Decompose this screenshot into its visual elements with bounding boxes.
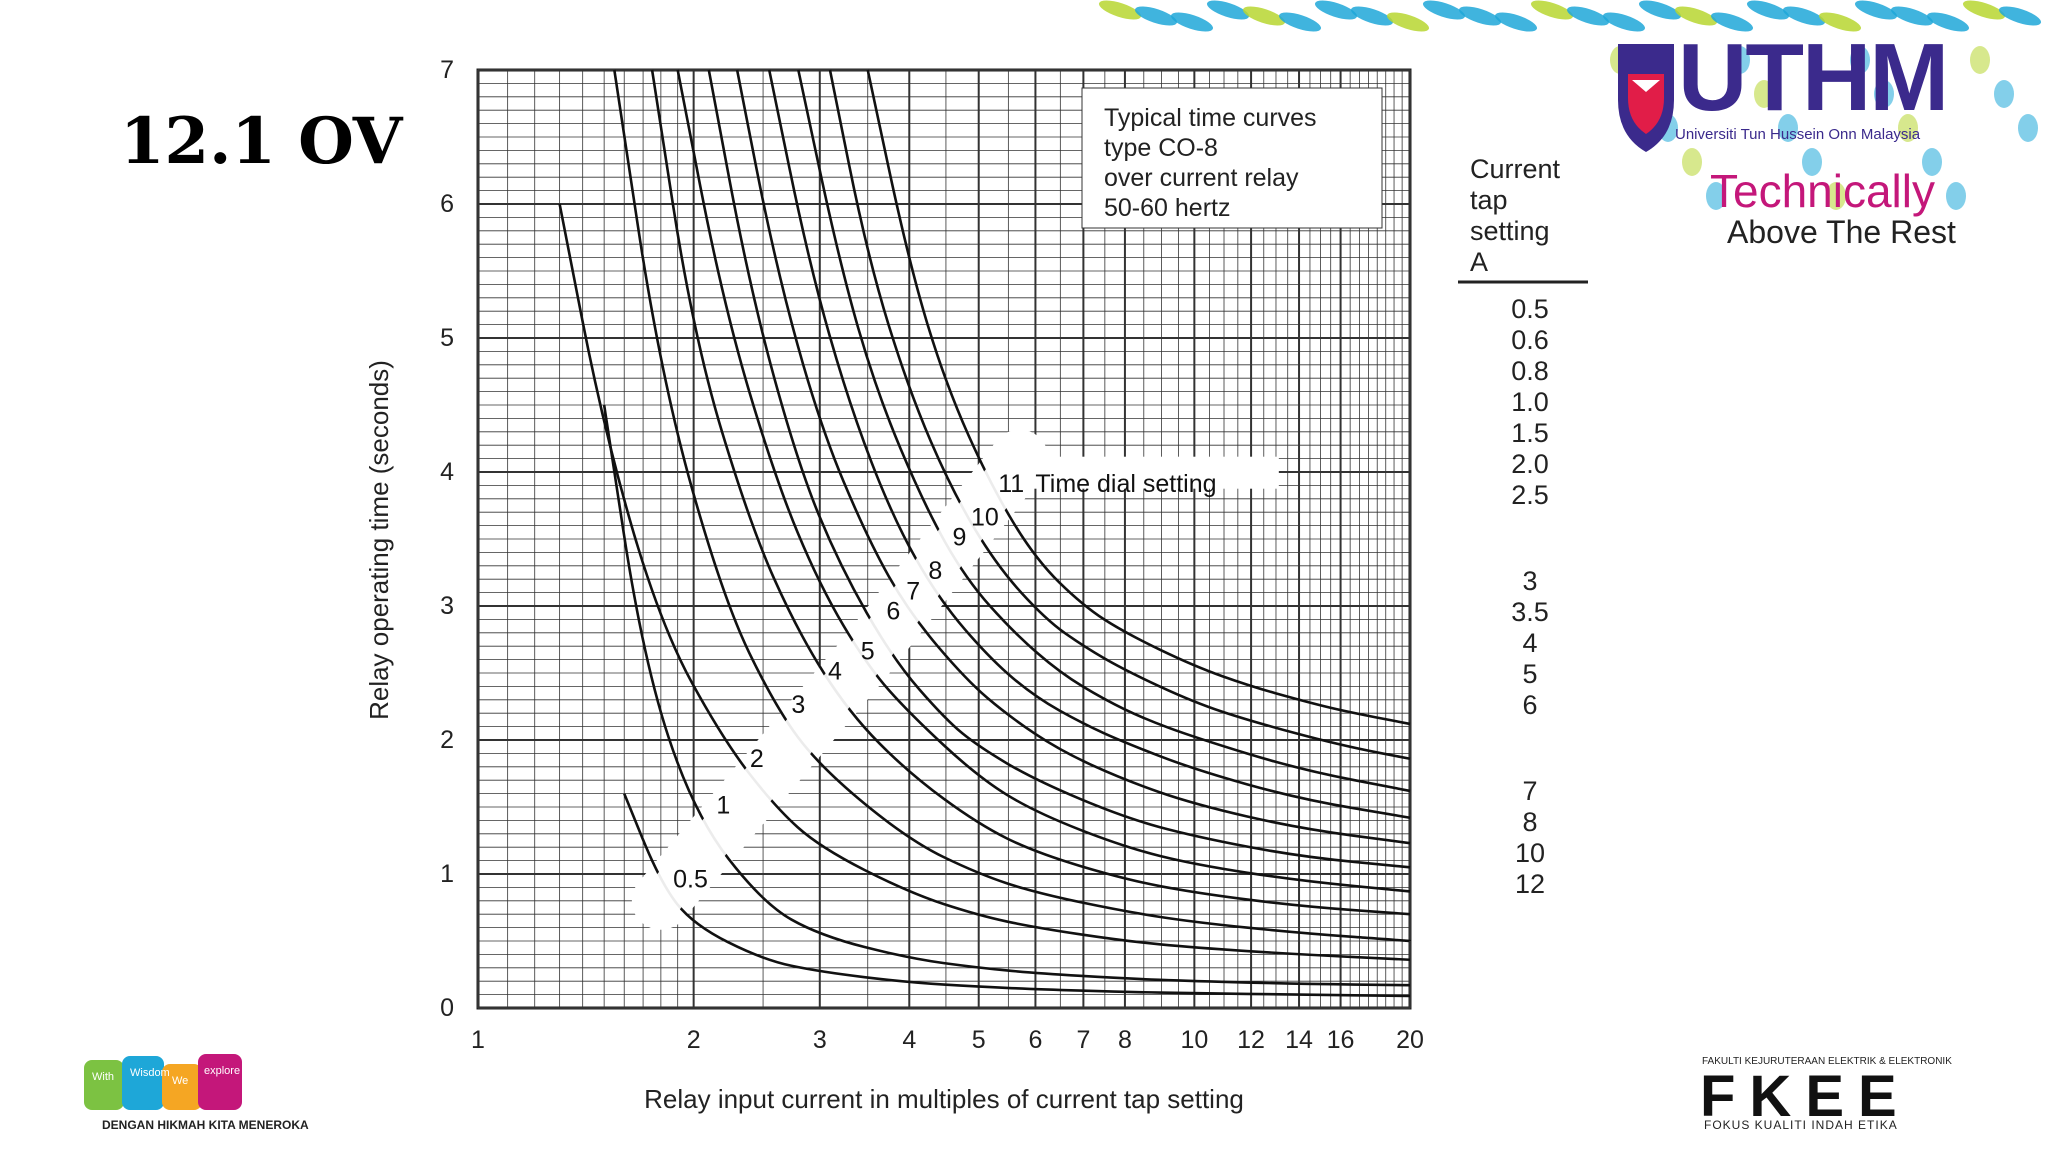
curve-label-0.5: 0.5 — [673, 865, 708, 893]
curve-label-10: 10 — [971, 504, 999, 532]
tap-legend-item: 10 — [1515, 838, 1545, 868]
x-tick-label: 10 — [1180, 1026, 1208, 1054]
curve-label-2: 2 — [750, 745, 764, 773]
curve-td-4 — [650, 69, 1411, 916]
wwwe-tagline: DENGAN HIKMAH KITA MENEROKA — [102, 1118, 309, 1132]
y-tick-label: 5 — [440, 324, 454, 352]
y-tick-label: 1 — [440, 860, 454, 888]
wwe-word-4: explore — [204, 1065, 240, 1077]
y-tick-label: 2 — [440, 726, 454, 754]
tap-legend-item: 2.5 — [1511, 480, 1549, 510]
x-tick-label: 4 — [902, 1026, 916, 1054]
y-tick-label: 3 — [440, 592, 454, 620]
curve-td-8 — [767, 69, 1411, 820]
tagline-technically: Technically — [1710, 165, 1935, 217]
curve-td-1 — [602, 404, 1411, 987]
annotation-box — [1081, 87, 1383, 229]
y-tick-label: 7 — [440, 56, 454, 84]
uthm-shield-icon — [1618, 44, 1674, 152]
x-tick-label: 8 — [1118, 1026, 1132, 1054]
x-axis-title: Relay input current in multiples of curr… — [644, 1084, 1244, 1114]
tap-legend-item: 0.8 — [1511, 356, 1549, 386]
tap-legend-title-line: A — [1470, 247, 1488, 277]
annotation-line: type CO-8 — [1104, 134, 1218, 162]
curve-label-7: 7 — [906, 577, 920, 605]
tap-legend-item: 8 — [1522, 807, 1537, 837]
curve-td-7 — [735, 69, 1411, 845]
slide-title: 12.1 OV — [120, 104, 403, 179]
decorative-waves — [1098, 0, 2042, 210]
wwe-word-1: With — [92, 1071, 114, 1083]
x-tick-label: 3 — [813, 1026, 827, 1054]
curve-label-4: 4 — [828, 658, 842, 686]
y-tick-label: 0 — [440, 994, 454, 1022]
x-tick-label: 1 — [471, 1026, 485, 1054]
curve-label-6: 6 — [886, 597, 900, 625]
tap-legend-title-line: setting — [1470, 216, 1550, 246]
label-band-top — [640, 438, 1040, 921]
uthm-wordmark: UTHM — [1678, 24, 1949, 131]
tap-legend-item: 4 — [1522, 628, 1537, 658]
wwwe-logo: With Wisdom We explore — [84, 1054, 242, 1110]
curve-td-6 — [707, 69, 1411, 869]
x-tick-label: 14 — [1285, 1026, 1313, 1054]
tap-legend-title-line: Current — [1470, 154, 1561, 184]
curve-label-3: 3 — [791, 691, 805, 719]
curve-label-8: 8 — [928, 557, 942, 585]
annotation-line: Typical time curves — [1104, 104, 1317, 132]
uthm-subtitle: Universiti Tun Hussein Onn Malaysia — [1675, 126, 1921, 143]
curve-td-11 — [866, 69, 1411, 726]
tap-legend-item: 7 — [1522, 776, 1537, 806]
wwe-word-2: Wisdom — [130, 1067, 170, 1079]
x-tick-label: 7 — [1076, 1026, 1090, 1054]
tap-legend-item: 3 — [1522, 566, 1537, 596]
x-tick-label: 20 — [1396, 1026, 1424, 1054]
tap-legend-item: 0.6 — [1511, 325, 1549, 355]
tap-legend-item: 1.5 — [1511, 418, 1549, 448]
annotation-line: 50-60 hertz — [1104, 194, 1230, 222]
tap-legend-item: 0.5 — [1511, 294, 1549, 324]
annotation-line: over current relay — [1104, 164, 1299, 192]
tap-legend-item: 2.0 — [1511, 449, 1549, 479]
time-dial-setting-label: Time dial setting — [1035, 470, 1216, 498]
tap-legend-item: 12 — [1515, 869, 1545, 899]
curve-label-9: 9 — [953, 524, 967, 552]
tagline-above-the-rest: Above The Rest — [1727, 214, 1956, 250]
x-tick-label: 6 — [1028, 1026, 1042, 1054]
x-tick-label: 2 — [687, 1026, 701, 1054]
curve-td-2 — [558, 203, 1411, 962]
tap-legend-item: 5 — [1522, 659, 1537, 689]
curve-td-3 — [613, 69, 1411, 943]
curve-label-11: 11 — [998, 470, 1024, 498]
curve-td-9 — [797, 69, 1411, 793]
x-tick-label: 5 — [972, 1026, 986, 1054]
x-tick-label: 16 — [1327, 1026, 1355, 1054]
fkee-motto: FOKUS KUALITI INDAH ETIKA — [1704, 1118, 1898, 1132]
curve-td-5 — [676, 69, 1411, 893]
curve-td-10 — [828, 69, 1411, 761]
curve-label-1: 1 — [716, 792, 730, 820]
tap-legend-item: 1.0 — [1511, 387, 1549, 417]
wwe-word-3: We — [172, 1075, 188, 1087]
y-axis-title: Relay operating time (seconds) — [364, 360, 394, 720]
series-label-bg — [1028, 456, 1279, 489]
tap-legend-item: 6 — [1522, 690, 1537, 720]
y-tick-label: 4 — [440, 458, 454, 486]
y-tick-label: 6 — [440, 190, 454, 218]
fkee-faculty-name: FAKULTI KEJURUTERAAN ELEKTRIK & ELEKTRON… — [1702, 1056, 1952, 1067]
curve-label-5: 5 — [861, 638, 875, 666]
tap-legend-title-line: tap — [1470, 185, 1508, 215]
tap-legend-item: 3.5 — [1511, 597, 1549, 627]
uthm-logo — [1610, 40, 1980, 160]
fkee-wordmark: FKEE — [1700, 1064, 1911, 1129]
x-tick-label: 12 — [1237, 1026, 1265, 1054]
